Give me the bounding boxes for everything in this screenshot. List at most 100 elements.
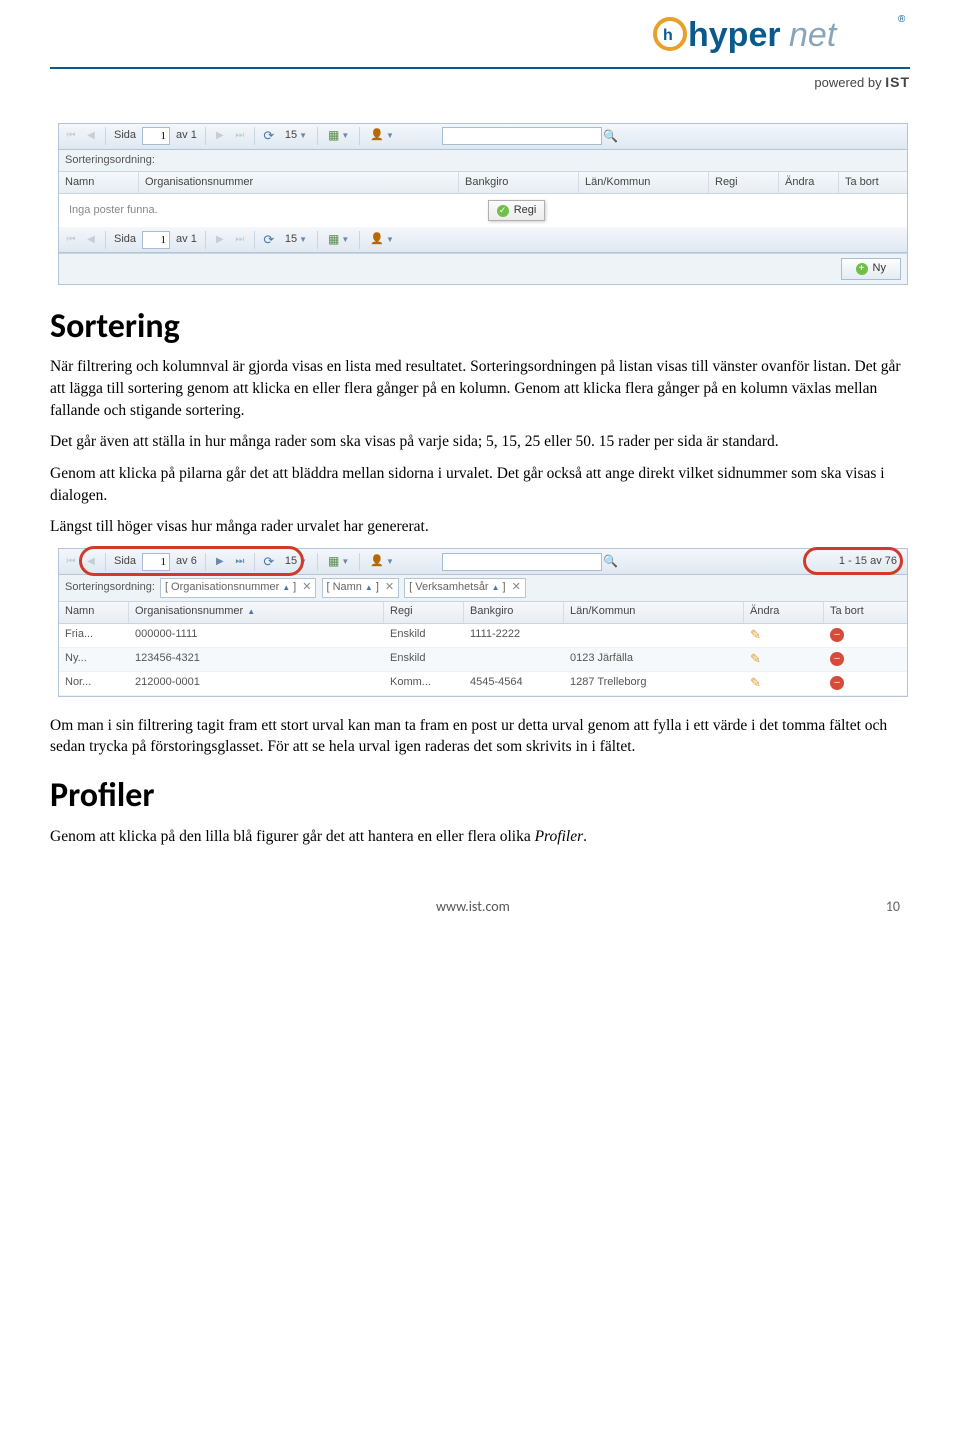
col-regi[interactable]: Regi [709,172,779,193]
refresh-icon[interactable] [261,128,277,144]
profile-dropdown[interactable]: ▼ [366,232,398,247]
search-input[interactable] [442,553,602,571]
powered-by: powered by IST [50,73,910,93]
next-page-icon[interactable]: ▶ [212,232,228,248]
close-icon[interactable]: ✕ [512,580,521,595]
sort-tag[interactable]: [Verksamhetsår▲]✕ [404,578,526,597]
profile-dropdown[interactable]: ▼ [366,128,398,143]
page-input[interactable] [142,553,170,571]
first-page-icon[interactable]: ⏮ [63,128,79,144]
columns-dropdown[interactable]: ▼ [324,231,353,248]
col-bg[interactable]: Bankgiro [459,172,579,193]
delete-icon[interactable]: – [830,652,844,666]
page-of: av 1 [174,232,199,247]
search-box: 🔍 [442,553,620,571]
plus-icon: + [856,263,868,275]
sort-order-row: Sorteringsordning: [Organisationsnummer▲… [59,575,907,601]
col-lk[interactable]: Län/Kommun [579,172,709,193]
toolbar-top-2: ⏮ ◀ Sida av 6 ▶ ⏭ 15▼ ▼ ▼ 🔍 1 - 15 av 76 [59,549,907,575]
perpage-dropdown[interactable]: 15▼ [281,232,311,247]
table-row[interactable]: Ny... 123456-4321 Enskild 0123 Järfälla … [59,648,907,672]
new-label: Ny [873,261,886,276]
para-3: Genom att klicka på pilarna går det att … [50,463,910,506]
col-edit[interactable]: Ändra [779,172,839,193]
search-icon[interactable]: 🔍 [602,127,620,145]
page-footer: www.ist.com 10 [50,897,910,937]
refresh-icon[interactable] [261,554,277,570]
new-button[interactable]: + Ny [841,258,901,279]
cell-org: 123456-4321 [129,651,384,666]
cell-org: 212000-0001 [129,675,384,690]
page-input[interactable] [142,127,170,145]
col-bg[interactable]: Bankgiro [464,602,564,623]
svg-text:h: h [663,27,673,44]
pencil-icon[interactable]: ✎ [750,651,761,666]
refresh-icon[interactable] [261,232,277,248]
table-row[interactable]: Fria... 000000-1111 Enskild 1111-2222 ✎ … [59,624,907,648]
next-page-icon[interactable]: ▶ [212,128,228,144]
prev-page-icon[interactable]: ◀ [83,554,99,570]
regi-tooltip: ✓ Regi [488,200,546,221]
first-page-icon[interactable]: ⏮ [63,554,79,570]
profile-dropdown[interactable]: ▼ [366,554,398,569]
col-del[interactable]: Ta bort [824,602,907,623]
footer-url: www.ist.com [60,897,886,917]
cell-lk: 0123 Järfälla [564,651,744,666]
pencil-icon[interactable]: ✎ [750,627,761,642]
last-page-icon[interactable]: ⏭ [232,232,248,248]
check-icon: ✓ [497,205,509,217]
sort-tag[interactable]: [Organisationsnummer▲]✕ [160,578,316,597]
page-of: av 1 [174,128,199,143]
close-icon[interactable]: ✕ [302,580,311,595]
page-input[interactable] [142,231,170,249]
table-row[interactable]: Nor... 212000-0001 Komm... 4545-4564 128… [59,672,907,696]
panel-footer: + Ny [59,253,907,283]
delete-icon[interactable]: – [830,676,844,690]
col-namn[interactable]: Namn [59,172,139,193]
search-box: 🔍 [442,127,620,145]
perpage-value: 15 [285,128,297,143]
col-org[interactable]: Organisationsnummer [139,172,459,193]
last-page-icon[interactable]: ⏭ [232,128,248,144]
powered-text: powered by [814,75,885,90]
perpage-dropdown[interactable]: 15▼ [281,554,311,569]
sort-order-row: Sorteringsordning: [59,150,907,172]
last-page-icon[interactable]: ⏭ [232,554,248,570]
para-5: Om man i sin filtrering tagit fram ett s… [50,715,910,758]
para-1: När filtrering och kolumnval är gjorda v… [50,356,910,421]
search-icon[interactable]: 🔍 [602,553,620,571]
page-label: Sida [112,232,138,247]
empty-msg: Inga poster funna. [69,203,158,218]
close-icon[interactable]: ✕ [385,580,394,595]
col-edit[interactable]: Ändra [744,602,824,623]
col-namn[interactable]: Namn [59,602,129,623]
para-6: Genom att klicka på den lilla blå figure… [50,826,910,848]
pencil-icon[interactable]: ✎ [750,675,761,690]
columns-dropdown[interactable]: ▼ [324,127,353,144]
columns-dropdown[interactable]: ▼ [324,553,353,570]
sort-label: Sorteringsordning: [65,581,155,593]
search-input[interactable] [442,127,602,145]
col-lk[interactable]: Län/Kommun [564,602,744,623]
col-del[interactable]: Ta bort [839,172,907,193]
empty-row: Inga poster funna. ✓ Regi [59,194,907,227]
brand-text: IST [885,74,910,90]
grid-panel-2: ⏮ ◀ Sida av 6 ▶ ⏭ 15▼ ▼ ▼ 🔍 1 - 15 av 76… [58,548,908,696]
first-page-icon[interactable]: ⏮ [63,232,79,248]
perpage-dropdown[interactable]: 15▼ [281,128,311,143]
col-org[interactable]: Organisationsnummer▲ [129,602,384,623]
cell-regi: Enskild [384,651,464,666]
para6-b: Profiler [535,828,584,845]
cell-namn: Nor... [59,675,129,690]
header-rule [50,67,910,69]
para-2: Det går även att ställa in hur många rad… [50,431,910,453]
prev-page-icon[interactable]: ◀ [83,128,99,144]
heading-profiler: Profiler [50,772,910,820]
sort-tag[interactable]: [Namn▲]✕ [322,578,400,597]
delete-icon[interactable]: – [830,628,844,642]
page-label: Sida [112,128,138,143]
svg-text:hyper: hyper [688,16,781,54]
prev-page-icon[interactable]: ◀ [83,232,99,248]
col-regi[interactable]: Regi [384,602,464,623]
next-page-icon[interactable]: ▶ [212,554,228,570]
